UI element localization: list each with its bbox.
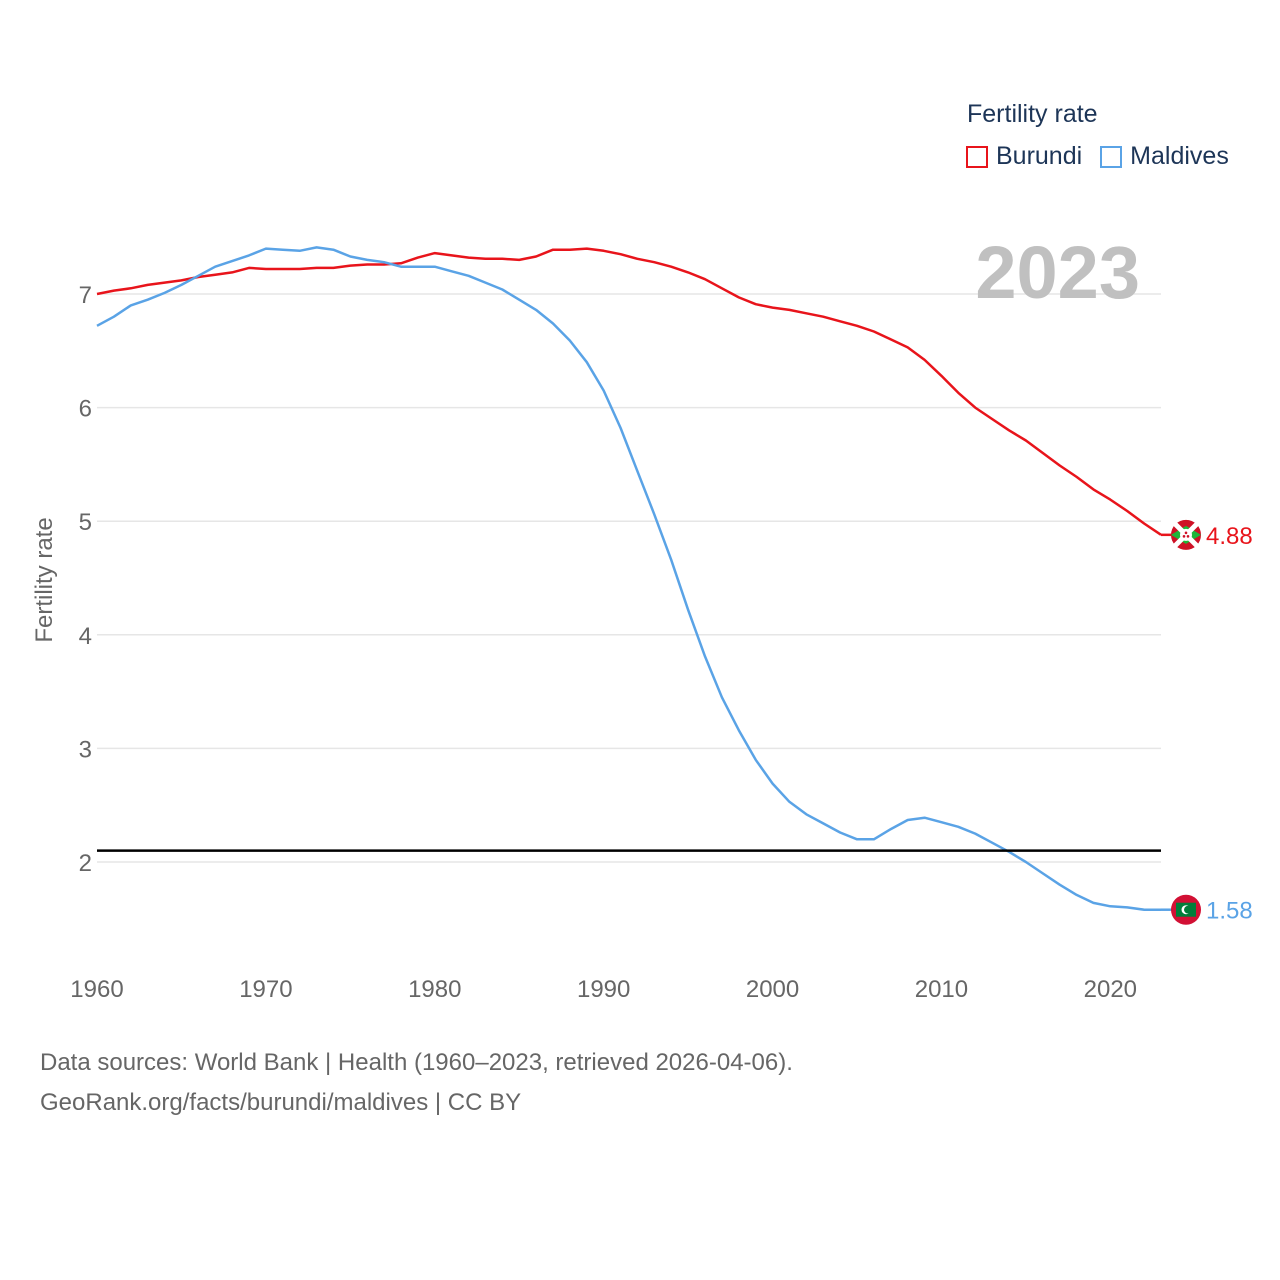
source-note: Data sources: World Bank | Health (1960–…	[40, 1043, 793, 1123]
y-tick-label: 5	[79, 509, 92, 536]
legend-item-maldives[interactable]: Maldives	[1100, 142, 1229, 171]
legend-label-burundi: Burundi	[996, 142, 1083, 170]
source-line-2[interactable]: GeoRank.org/facts/burundi/maldives | CC …	[40, 1089, 522, 1116]
end-value-label-maldives: 1.58	[1206, 898, 1253, 925]
x-tick-label: 1990	[577, 976, 630, 1003]
flag-star	[1184, 531, 1188, 535]
y-tick-label: 4	[79, 623, 92, 650]
y-tick-label: 3	[79, 736, 92, 763]
year-watermark: 2023	[975, 231, 1140, 314]
y-tick-label: 6	[79, 396, 92, 423]
gridlines	[97, 293, 1161, 863]
y-tick-label: 2	[79, 850, 92, 877]
flag-center	[1180, 528, 1192, 541]
flag-star	[1182, 535, 1186, 538]
y-axis-ticks: 2 3 4 5 6 7	[79, 282, 92, 877]
x-tick-label: 1980	[408, 976, 461, 1003]
x-tick-label: 1970	[239, 976, 292, 1003]
y-axis-label: Fertility rate	[31, 517, 58, 642]
source-line-1: Data sources: World Bank | Health (1960–…	[40, 1049, 793, 1076]
legend: Burundi Maldives	[966, 142, 1247, 171]
end-value-label-burundi: 4.88	[1206, 523, 1253, 550]
y-tick-label: 7	[79, 282, 92, 309]
x-axis-ticks: 1960 1970 1980 1990 2000 2010 2020	[70, 976, 1137, 1003]
end-markers: 4.88 1.58	[1161, 519, 1253, 925]
x-tick-label: 2020	[1084, 976, 1137, 1003]
x-tick-label: 1960	[70, 976, 123, 1003]
legend-swatch-burundi	[966, 145, 988, 168]
series-lines	[96, 246, 1162, 911]
maldives-flag-icon	[1171, 894, 1201, 925]
series-line-burundi	[96, 247, 1162, 536]
legend-item-burundi[interactable]: Burundi	[966, 142, 1082, 171]
burundi-flag-icon	[1171, 519, 1201, 550]
x-tick-label: 2000	[746, 976, 799, 1003]
x-tick-label: 2010	[915, 976, 968, 1003]
legend-label-maldives: Maldives	[1130, 142, 1229, 170]
series-line-maldives	[96, 246, 1161, 911]
legend-title: Fertility rate	[967, 100, 1098, 128]
flag-star	[1186, 535, 1190, 538]
legend-swatch-maldives	[1100, 145, 1123, 168]
flag-crescent-cut	[1184, 905, 1192, 914]
